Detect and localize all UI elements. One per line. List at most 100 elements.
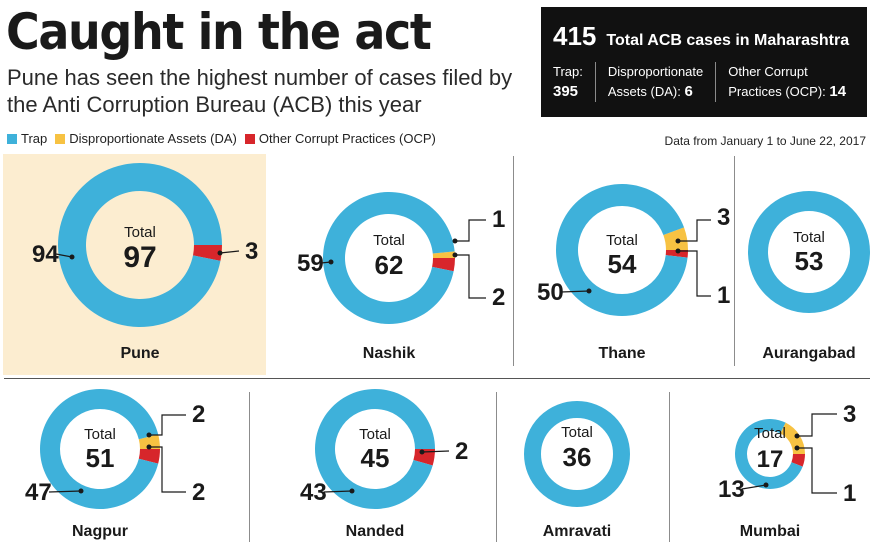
- date-range-note: Data from January 1 to June 22, 2017: [664, 134, 866, 148]
- nashik-da-leader-line: [455, 219, 486, 242]
- nanded-total-value: 45: [361, 443, 390, 473]
- thane-da-segment: [663, 227, 688, 250]
- aurangabad-total-word: Total: [793, 229, 825, 246]
- nashik-da-segment: [432, 251, 455, 258]
- nagpur-trap-value-label: 47: [25, 479, 52, 506]
- nagpur-trap-leader-dot: [78, 488, 84, 494]
- nanded-total-word: Total: [359, 426, 391, 443]
- mumbai-da-leader-dot: [794, 433, 800, 439]
- nashik-ocp-segment: [432, 258, 455, 272]
- nanded-ocp-segment: [413, 449, 435, 466]
- mumbai-trap-segment: [734, 419, 803, 489]
- nagpur-da-segment: [138, 434, 160, 449]
- divider-3: [249, 392, 250, 542]
- legend-item-da: Disproportionate Assets (DA): [55, 131, 237, 146]
- nanded-ocp-value-label: 2: [455, 438, 468, 465]
- thane-total-word: Total: [606, 232, 638, 249]
- row-divider: [4, 378, 870, 379]
- thane-district-name: Thane: [598, 345, 645, 362]
- nagpur-da-leader-dot: [146, 432, 152, 438]
- thane-trap-value-label: 50: [537, 279, 564, 306]
- mumbai-total-value: 17: [757, 446, 784, 473]
- mumbai-trap-leader-dot: [763, 482, 769, 488]
- nagpur-da-leader-line: [149, 414, 186, 436]
- summary-ocp-label-2: Practices (OCP):: [728, 84, 826, 99]
- legend: Trap Disproportionate Assets (DA) Other …: [7, 131, 436, 146]
- thane-trap-leader-line: [560, 290, 590, 293]
- pune-total-word: Total: [124, 224, 156, 241]
- pune-trap-leader-dot: [69, 254, 75, 260]
- summary-trap-value: 395: [553, 83, 579, 100]
- summary-ocp-value: 14: [829, 83, 847, 100]
- nagpur-total-value: 51: [86, 443, 115, 473]
- pune-trap-segment: [57, 162, 222, 328]
- mumbai-total-word: Total: [754, 425, 786, 442]
- pune-ocp-segment: [192, 245, 222, 261]
- mumbai-ocp-leader-line: [797, 447, 837, 494]
- pune-trap-leader-line: [55, 253, 73, 258]
- mumbai-ocp-value-label: 1: [843, 480, 856, 507]
- summary-col-trap: Trap: 395: [553, 62, 596, 102]
- nagpur-ocp-leader-dot: [146, 444, 152, 450]
- summary-da-label-1: Disproportionate: [607, 64, 704, 79]
- thane-ocp-value-label: 1: [717, 282, 730, 309]
- thane-ocp-leader-dot: [675, 248, 681, 254]
- legend-label-trap: Trap: [21, 131, 48, 146]
- mumbai-da-leader-line: [797, 413, 837, 437]
- thane-da-value-label: 3: [717, 204, 730, 231]
- divider-2: [734, 156, 735, 366]
- divider-5: [669, 392, 670, 542]
- nashik-ocp-leader-dot: [452, 252, 458, 258]
- legend-label-ocp: Other Corrupt Practices (OCP): [258, 131, 436, 146]
- nanded-trap-leader-dot: [349, 488, 355, 494]
- summary-total: 415: [553, 21, 597, 51]
- nagpur-total-word: Total: [84, 426, 116, 443]
- nagpur-district-name: Nagpur: [72, 523, 128, 540]
- page-subtitle: Pune has seen the highest number of case…: [7, 65, 513, 117]
- mumbai-trap-value-label: 13: [718, 476, 745, 503]
- aurangabad-trap-segment: [748, 191, 870, 313]
- pune-ocp-leader-dot: [217, 250, 223, 256]
- legend-swatch-trap: [7, 133, 17, 144]
- amravati-district-name: Amravati: [543, 523, 611, 540]
- nashik-ocp-leader-line: [455, 254, 486, 299]
- nagpur-trap-segment: [40, 389, 159, 509]
- nagpur-ocp-leader-line: [149, 446, 186, 493]
- nashik-trap-leader-dot: [328, 259, 334, 265]
- nagpur-trap-leader-line: [48, 490, 82, 493]
- pune-total-value: 97: [123, 241, 156, 274]
- nashik-da-leader-dot: [452, 238, 458, 244]
- mumbai-da-value-label: 3: [843, 401, 856, 428]
- nanded-trap-leader-line: [323, 490, 353, 493]
- mumbai-ocp-leader-dot: [794, 445, 800, 451]
- nanded-ocp-leader-dot: [419, 449, 425, 455]
- nanded-trap-value-label: 43: [300, 479, 327, 506]
- nashik-district-name: Nashik: [363, 345, 416, 362]
- nashik-trap-segment: [323, 192, 455, 325]
- legend-item-ocp: Other Corrupt Practices (OCP): [244, 131, 436, 146]
- thane-da-leader-line: [678, 219, 711, 242]
- pune-ocp-leader-line: [219, 250, 240, 254]
- legend-label-da: Disproportionate Assets (DA): [69, 131, 237, 146]
- nashik-trap-value-label: 59: [297, 250, 324, 277]
- summary-da-label-2: Assets (DA):: [607, 84, 681, 99]
- summary-total-label: Total ACB cases in Maharashtra: [606, 32, 850, 49]
- legend-swatch-da: [55, 133, 66, 144]
- thane-trap-leader-dot: [586, 288, 592, 294]
- nashik-ocp-value-label: 2: [492, 284, 505, 311]
- nanded-ocp-leader-line: [421, 450, 450, 453]
- mumbai-ocp-segment: [791, 454, 805, 467]
- mumbai-district-name: Mumbai: [740, 523, 800, 540]
- thane-total-value: 54: [608, 249, 637, 279]
- pune-ocp-value-label: 3: [245, 238, 258, 265]
- amravati-total-value: 36: [563, 442, 592, 472]
- pune-trap-value-label: 94: [32, 241, 59, 268]
- divider-1: [513, 156, 514, 366]
- summary-box: 415 Total ACB cases in Maharashtra Trap:…: [541, 7, 867, 117]
- summary-col-da: Disproportionate Assets (DA): 6: [607, 62, 717, 102]
- divider-4: [496, 392, 497, 542]
- thane-ocp-segment: [665, 250, 688, 258]
- aurangabad-total-value: 53: [795, 246, 824, 276]
- summary-trap-label: Trap:: [553, 64, 583, 79]
